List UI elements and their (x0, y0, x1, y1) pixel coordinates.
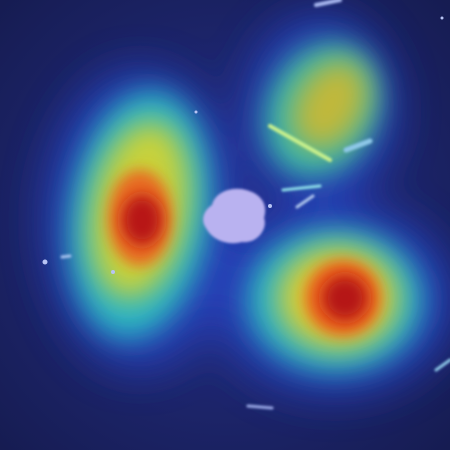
hot-cores (122, 195, 367, 320)
bottom-streak (246, 404, 274, 410)
small-streak (295, 194, 315, 209)
upper-right-streak (343, 138, 373, 153)
streaks (60, 0, 450, 410)
central-blob (203, 188, 266, 244)
diagonal-streak (268, 124, 332, 162)
lower-right-streak (434, 358, 450, 372)
top-streak (314, 0, 342, 7)
left-hotspot-core (122, 195, 162, 245)
specks (42, 16, 444, 274)
middle-streak (281, 184, 322, 192)
lower-right-hotspot-core (323, 276, 367, 320)
left-streak (60, 254, 72, 259)
